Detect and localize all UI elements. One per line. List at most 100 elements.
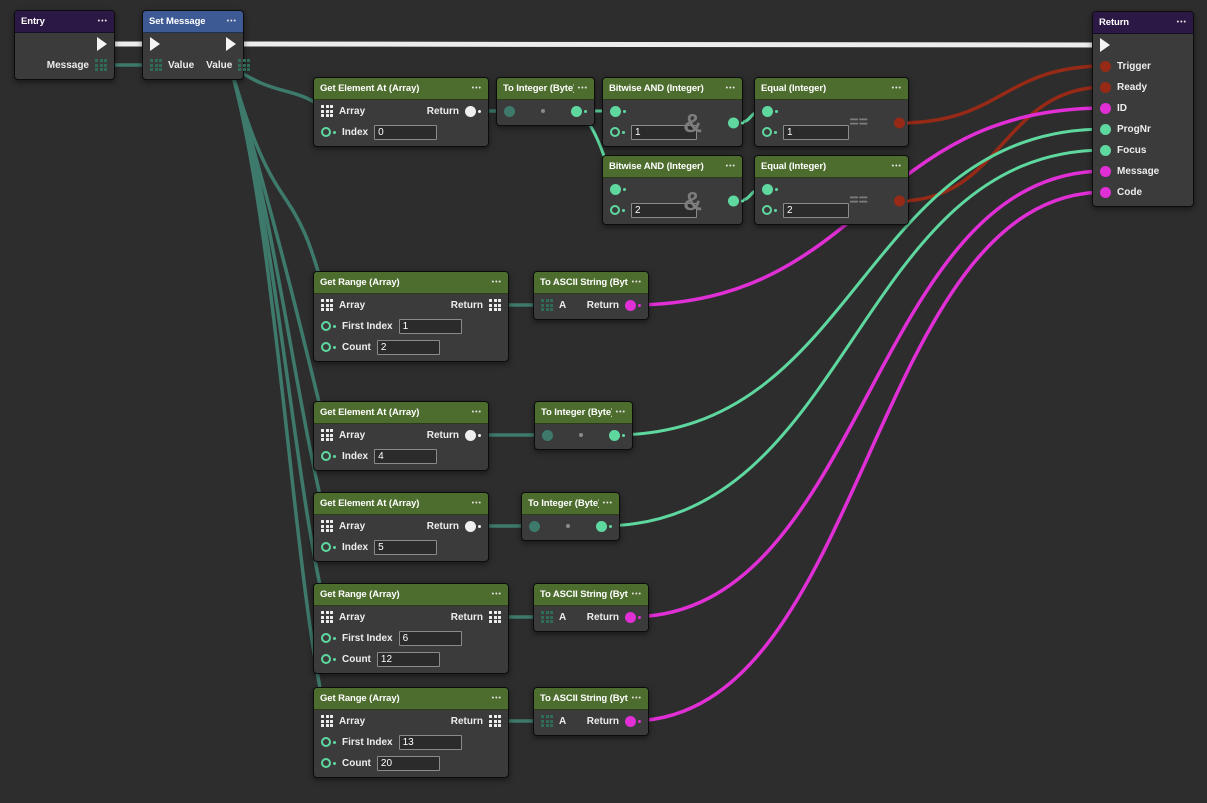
out-port[interactable] xyxy=(571,105,587,117)
node-bitwise_and_1[interactable]: Bitwise AND (Integer) ••• & xyxy=(602,77,744,147)
index-field[interactable] xyxy=(374,448,438,464)
node-entry[interactable]: Entry ••• Message xyxy=(14,10,115,80)
node-equal_1[interactable]: Equal (Integer) ••• == xyxy=(754,77,910,147)
first-index-in-port[interactable] xyxy=(321,321,336,331)
node-to_ascii_2[interactable]: To ASCII String (Byte) ••• A Return xyxy=(533,583,649,632)
in2-port[interactable] xyxy=(610,205,625,215)
return-out-port[interactable] xyxy=(489,299,501,311)
count-in-port[interactable] xyxy=(321,342,336,352)
first-index-in-port[interactable] xyxy=(321,633,336,643)
operand-field[interactable] xyxy=(631,202,697,218)
first-index-field[interactable] xyxy=(398,318,462,334)
index-field[interactable] xyxy=(374,124,438,140)
node-menu-icon[interactable]: ••• xyxy=(1176,19,1187,26)
array-in-port[interactable] xyxy=(321,299,333,311)
return-out-port[interactable] xyxy=(465,429,481,441)
node-equal_2[interactable]: Equal (Integer) ••• == xyxy=(754,155,910,225)
ready-in-port[interactable] xyxy=(1100,81,1111,93)
node-menu-icon[interactable]: ••• xyxy=(226,18,237,25)
in1-port[interactable] xyxy=(762,183,778,195)
node-menu-icon[interactable]: ••• xyxy=(491,695,502,702)
node-get_range_2[interactable]: Get Range (Array) ••• Array Return First Ind… xyxy=(313,583,509,674)
out-port[interactable] xyxy=(894,117,910,129)
out-port[interactable] xyxy=(596,520,612,532)
operand-field[interactable] xyxy=(783,202,849,218)
id-in-port[interactable] xyxy=(1100,102,1111,114)
operand-field[interactable] xyxy=(783,124,849,140)
node-to_integer_2[interactable]: To Integer (Byte) ••• xyxy=(534,401,633,450)
message-in-port[interactable] xyxy=(1100,165,1111,177)
in1-port[interactable] xyxy=(610,105,626,117)
focus-in-port[interactable] xyxy=(1100,144,1111,156)
node-menu-icon[interactable]: ••• xyxy=(471,500,482,507)
node-get_element_2[interactable]: Get Element At (Array) ••• Array Return Inde… xyxy=(313,401,489,471)
array-in-port[interactable] xyxy=(321,520,333,532)
out-port[interactable] xyxy=(728,117,744,129)
array-in-port[interactable] xyxy=(321,611,333,623)
node-to_ascii_1[interactable]: To ASCII String (Byte) ••• A Return xyxy=(533,271,649,320)
node-menu-icon[interactable]: ••• xyxy=(631,591,642,598)
count-in-port[interactable] xyxy=(321,758,336,768)
node-bitwise_and_2[interactable]: Bitwise AND (Integer) ••• & xyxy=(602,155,744,225)
count-field[interactable] xyxy=(376,651,440,667)
node-get_element_3[interactable]: Get Element At (Array) ••• Array Return Inde… xyxy=(313,492,489,562)
wire-set_message.exec_out-to-return.exec_in[interactable] xyxy=(228,41,1108,48)
index-in-port[interactable] xyxy=(321,542,336,552)
exec-in-port[interactable] xyxy=(1100,38,1110,52)
in2-port[interactable] xyxy=(762,127,777,137)
return-out-port[interactable] xyxy=(465,105,481,117)
message-out-port[interactable] xyxy=(95,59,107,71)
wire-equal_2.out-to-return.ready_in[interactable] xyxy=(897,85,1108,203)
out-port[interactable] xyxy=(728,195,744,207)
array-in-port[interactable] xyxy=(321,715,333,727)
node-menu-icon[interactable]: ••• xyxy=(631,279,642,286)
out-port[interactable] xyxy=(609,429,625,441)
node-menu-icon[interactable]: ••• xyxy=(602,500,613,507)
return-out-port[interactable] xyxy=(489,715,501,727)
node-menu-icon[interactable]: ••• xyxy=(577,85,588,92)
node-menu-icon[interactable]: ••• xyxy=(615,409,626,416)
prognr-in-port[interactable] xyxy=(1100,123,1111,135)
return-out-port[interactable] xyxy=(465,520,481,532)
return-out-port[interactable] xyxy=(625,611,641,623)
node-menu-icon[interactable]: ••• xyxy=(891,163,902,170)
wire-to_ascii_3.return_out-to-return.code_in[interactable] xyxy=(628,190,1108,723)
node-return[interactable]: Return ••• Trigger Ready ID ProgNr Focus Messag… xyxy=(1092,11,1194,207)
node-menu-icon[interactable]: ••• xyxy=(471,85,482,92)
trigger-in-port[interactable] xyxy=(1100,60,1111,72)
a-in-port[interactable] xyxy=(541,715,553,727)
exec-out-port[interactable] xyxy=(97,37,107,51)
in-port[interactable] xyxy=(529,520,540,532)
wire-to_integer_3.out-to-return.focus_in[interactable] xyxy=(600,148,1107,528)
exec-in-port[interactable] xyxy=(150,37,160,51)
node-to_integer_3[interactable]: To Integer (Byte) ••• xyxy=(521,492,620,541)
node-to_ascii_3[interactable]: To ASCII String (Byte) ••• A Return xyxy=(533,687,649,736)
wire-to_integer_2.out-to-return.prognr_in[interactable] xyxy=(613,127,1107,437)
node-menu-icon[interactable]: ••• xyxy=(471,409,482,416)
first-index-field[interactable] xyxy=(398,734,462,750)
count-field[interactable] xyxy=(376,755,440,771)
first-index-in-port[interactable] xyxy=(321,737,336,747)
operand-field[interactable] xyxy=(631,124,697,140)
return-out-port[interactable] xyxy=(625,715,641,727)
node-get_element_1[interactable]: Get Element At (Array) ••• Array Return Inde… xyxy=(313,77,489,147)
a-in-port[interactable] xyxy=(541,611,553,623)
node-menu-icon[interactable]: ••• xyxy=(491,279,502,286)
node-menu-icon[interactable]: ••• xyxy=(97,18,108,25)
in-port[interactable] xyxy=(542,429,553,441)
count-field[interactable] xyxy=(376,339,440,355)
wire-to_ascii_2.return_out-to-return.message_in[interactable] xyxy=(628,169,1108,619)
a-in-port[interactable] xyxy=(541,299,553,311)
node-menu-icon[interactable]: ••• xyxy=(725,163,736,170)
node-menu-icon[interactable]: ••• xyxy=(631,695,642,702)
count-in-port[interactable] xyxy=(321,654,336,664)
array-in-port[interactable] xyxy=(321,429,333,441)
value-out-port[interactable] xyxy=(238,59,251,71)
return-out-port[interactable] xyxy=(489,611,501,623)
index-field[interactable] xyxy=(374,539,438,555)
in1-port[interactable] xyxy=(610,183,626,195)
node-get_range_1[interactable]: Get Range (Array) ••• Array Return First Ind… xyxy=(313,271,509,362)
in-port[interactable] xyxy=(504,105,515,117)
index-in-port[interactable] xyxy=(321,127,336,137)
in2-port[interactable] xyxy=(610,127,625,137)
